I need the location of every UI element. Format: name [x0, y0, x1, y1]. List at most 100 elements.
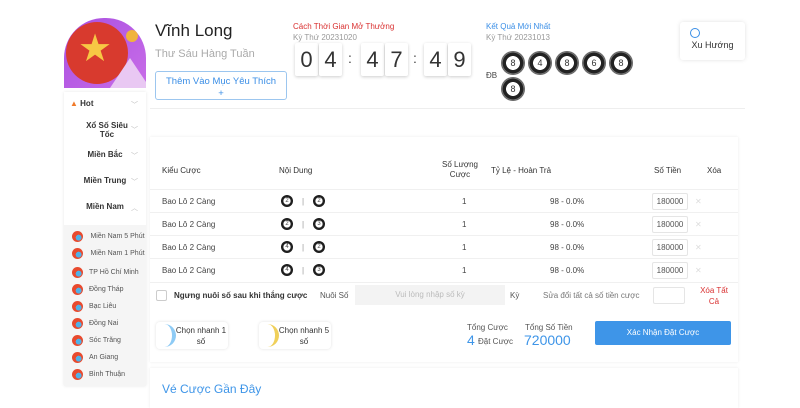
- sidebar-item-xo-so-sieu-toc[interactable]: Xổ Số Siêu Tốc ﹀: [64, 121, 146, 139]
- sidebar-label: Miền Bắc: [87, 150, 123, 159]
- bet-count: 1: [462, 197, 467, 206]
- submenu-label: Bạc Liêu: [89, 302, 117, 310]
- amount-input[interactable]: 180000: [652, 262, 688, 279]
- amount-input[interactable]: 180000: [652, 193, 688, 210]
- delete-icon[interactable]: ✕: [695, 266, 702, 275]
- submenu-item[interactable]: An Giang: [72, 352, 146, 363]
- moon-icon: [162, 324, 176, 347]
- total-amount-value: 720000: [524, 332, 571, 348]
- moon-icon: [265, 324, 279, 347]
- submenu-label: Miền Nam 5 Phút: [90, 232, 145, 240]
- total-bets-label: Tổng Cược: [467, 323, 508, 332]
- header-type: Kiểu Cược: [162, 166, 201, 175]
- chevron-up-icon: ︿: [131, 205, 138, 212]
- submenu-item[interactable]: Miền Nam 1 Phút: [72, 248, 146, 259]
- confirm-bet-button[interactable]: Xác Nhận Đặt Cược: [595, 321, 731, 345]
- nuoi-label: Nuôi Số: [320, 291, 349, 300]
- number-ball: 4: [281, 241, 293, 253]
- quick1-label: Chọn nhanh 1 số: [175, 326, 227, 346]
- countdown-sep: :: [348, 50, 352, 66]
- result-ball: 8: [501, 51, 525, 75]
- chevron-down-icon: ﹀: [131, 179, 138, 186]
- submenu-item[interactable]: Sóc Trăng: [72, 335, 146, 346]
- bet-count: 1: [462, 266, 467, 275]
- province-icon: [72, 318, 83, 329]
- stop-label: Ngưng nuôi số sau khi thắng cược: [174, 291, 308, 300]
- sidebar-item-mien-nam[interactable]: Miền Nam ︿: [64, 202, 146, 212]
- plus-icon: +: [218, 88, 224, 99]
- trend-button[interactable]: Xu Hướng: [680, 22, 745, 60]
- submenu-item[interactable]: Bình Thuận: [72, 369, 146, 380]
- sidebar-submenu: Miền Nam 5 Phút Miền Nam 1 Phút TP Hồ Ch…: [64, 225, 146, 386]
- submenu-item[interactable]: TP Hồ Chí Minh: [72, 267, 146, 278]
- separator: |: [302, 220, 305, 229]
- favorite-label: Thêm Vào Mục Yêu Thích: [165, 76, 276, 87]
- amount-input[interactable]: 180000: [652, 216, 688, 233]
- quick5-label: Chọn nhanh 5 số: [278, 326, 330, 346]
- countdown-digit: 0: [295, 43, 318, 76]
- sidebar-item-hot[interactable]: ▲ Hot ﹀: [64, 99, 146, 109]
- sidebar-label: Xổ Số Siêu Tốc: [86, 121, 128, 139]
- number-ball: 4: [281, 264, 293, 276]
- number-ball: 2: [281, 195, 293, 207]
- edit-all-label: Sửa đổi tất cả số tiền cược: [543, 291, 640, 300]
- nuoi-input[interactable]: Vui lòng nhập số kỳ: [355, 285, 505, 305]
- sidebar-label: Miền Nam: [86, 202, 124, 211]
- trend-label: Xu Hướng: [691, 40, 734, 50]
- delete-icon[interactable]: ✕: [695, 243, 702, 252]
- submenu-item[interactable]: Bạc Liêu: [72, 301, 146, 312]
- delete-all-button[interactable]: Xóa Tất Cả: [700, 286, 728, 306]
- delete-icon[interactable]: ✕: [695, 197, 702, 206]
- result-ball: 4: [528, 51, 552, 75]
- recent-tickets: Vé Cược Gần Đây: [150, 368, 738, 408]
- countdown-digit: 9: [448, 43, 471, 76]
- chevron-down-icon: ﹀: [131, 102, 138, 109]
- separator: |: [302, 266, 305, 275]
- bet-type: Bao Lô 2 Càng: [162, 266, 216, 275]
- header-count: Số Lượng Cược: [442, 160, 478, 179]
- chevron-down-icon: ﹀: [131, 153, 138, 160]
- submenu-item[interactable]: Đồng Tháp: [72, 284, 146, 295]
- delete-icon[interactable]: ✕: [695, 220, 702, 229]
- countdown-sep: :: [413, 50, 417, 66]
- amount-input[interactable]: 180000: [652, 239, 688, 256]
- bet-type: Bao Lô 2 Càng: [162, 220, 216, 229]
- stop-checkbox[interactable]: [156, 290, 167, 301]
- submenu-item[interactable]: Đồng Nai: [72, 318, 146, 329]
- db-label: ĐB: [486, 71, 498, 80]
- province-icon: [72, 369, 83, 380]
- countdown-draw: Kỳ Thứ 20231020: [293, 33, 357, 42]
- province-icon: [72, 248, 83, 259]
- countdown-digit: 4: [424, 43, 447, 76]
- province-icon: [72, 284, 83, 295]
- chart-icon: [690, 28, 700, 38]
- number-ball: 3: [313, 218, 325, 230]
- quick-pick-5-button[interactable]: Chọn nhanh 5 số: [259, 322, 331, 349]
- fire-icon: ▲: [70, 99, 78, 108]
- number-ball: 3: [313, 264, 325, 276]
- add-favorite-button[interactable]: Thêm Vào Mục Yêu Thích +: [155, 71, 287, 100]
- chevron-down-icon: ﹀: [131, 127, 138, 134]
- submenu-item[interactable]: Miền Nam 5 Phút: [72, 231, 146, 242]
- quick-pick-1-button[interactable]: Chọn nhanh 1 số: [156, 322, 228, 349]
- bet-slip: Kiểu Cược Nội Dung Số Lượng Cược Tỷ Lệ -…: [150, 137, 738, 362]
- province-icon: [72, 352, 83, 363]
- bet-count: 1: [462, 243, 467, 252]
- footer-row: Ngưng nuôi số sau khi thắng cược Nuôi Số…: [150, 282, 738, 307]
- header-amount: Số Tiền: [654, 166, 682, 175]
- sidebar-label: Hot: [80, 99, 94, 108]
- table-row: Bao Lô 2 Càng 4 | 3 1 98 - 0.0% 180000 ✕: [150, 258, 738, 281]
- bets-unit: Đặt Cược: [478, 337, 514, 346]
- ky-label: Kỳ: [510, 291, 520, 300]
- submenu-label: Miền Nam 1 Phút: [90, 249, 145, 257]
- submenu-label: An Giang: [89, 353, 119, 361]
- result-ball-extra: 8: [501, 77, 525, 101]
- edit-all-input[interactable]: [653, 287, 685, 304]
- star-icon: ★: [78, 28, 113, 70]
- result-label: Kết Quả Mới Nhất: [486, 22, 551, 31]
- sidebar-item-mien-trung[interactable]: Miền Trung ﹀: [64, 176, 146, 186]
- sidebar-item-mien-bac[interactable]: Miền Bắc ﹀: [64, 150, 146, 160]
- separator: |: [302, 243, 305, 252]
- header-rate: Tỷ Lệ - Hoàn Trả: [491, 166, 552, 175]
- page-title: Vĩnh Long: [155, 21, 233, 40]
